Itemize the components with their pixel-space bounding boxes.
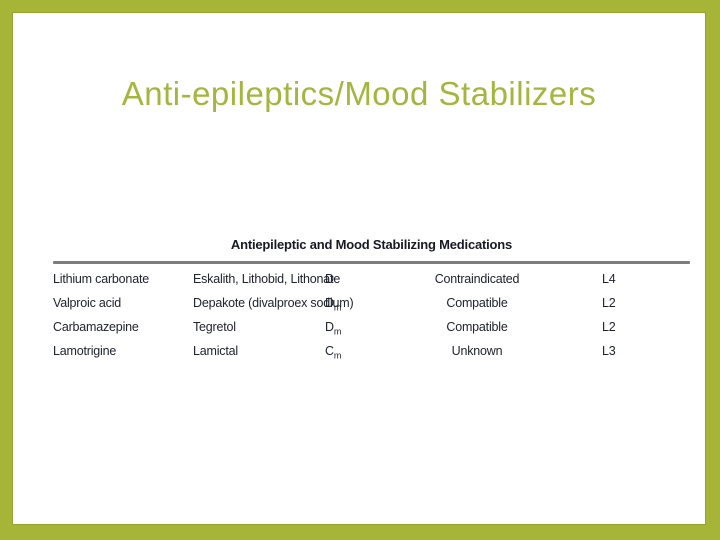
brand-names-cell: Eskalith, Lithobid, Lithonate: [193, 272, 341, 286]
breastfeeding-compat-cell: Unknown: [451, 344, 503, 358]
pregnancy-category-cell: Cm: [325, 344, 342, 361]
table-heading: Antiepileptic and Mood Stabilizing Medic…: [230, 237, 513, 252]
lactation-risk-cell: L4: [602, 272, 616, 286]
table-header-rule: [53, 261, 690, 264]
slide-title: Anti-epileptics/Mood Stabilizers: [121, 75, 597, 112]
breastfeeding-compat-cell: Compatible: [446, 320, 508, 334]
pregnancy-category-cell: Dm: [325, 296, 342, 313]
brand-names-cell: Depakote (divalproex sodium): [193, 296, 354, 310]
generic-name-cell: Lithium carbonate: [53, 272, 149, 286]
lactation-risk-cell: L2: [602, 320, 616, 334]
slide-canvas: Anti-epileptics/Mood Stabilizers Antiepi…: [13, 13, 705, 524]
breastfeeding-compat-cell: Contraindicated: [434, 272, 520, 286]
brand-names-cell: Tegretol: [193, 320, 236, 334]
medications-table: Antiepileptic and Mood Stabilizing Medic…: [53, 237, 690, 363]
breastfeeding-compat-cell: Compatible: [446, 296, 508, 310]
pregnancy-category-cell: Dm: [325, 320, 342, 337]
generic-name-cell: Carbamazepine: [53, 320, 139, 334]
lactation-risk-cell: L3: [602, 344, 616, 358]
table-row: Carbamazepine Tegretol Dm Compatible L2: [53, 315, 690, 339]
table-row: Lamotrigine Lamictal Cm Unknown L3: [53, 339, 690, 363]
brand-names-cell: Lamictal: [193, 344, 238, 358]
table-body: Lithium carbonate Eskalith, Lithobid, Li…: [53, 267, 690, 363]
table-row: Valproic acid Depakote (divalproex sodiu…: [53, 291, 690, 315]
table-row: Lithium carbonate Eskalith, Lithobid, Li…: [53, 267, 690, 291]
generic-name-cell: Valproic acid: [53, 296, 122, 310]
generic-name-cell: Lamotrigine: [53, 344, 117, 358]
lactation-risk-cell: L2: [602, 296, 616, 310]
pregnancy-category-cell: D: [325, 272, 334, 286]
